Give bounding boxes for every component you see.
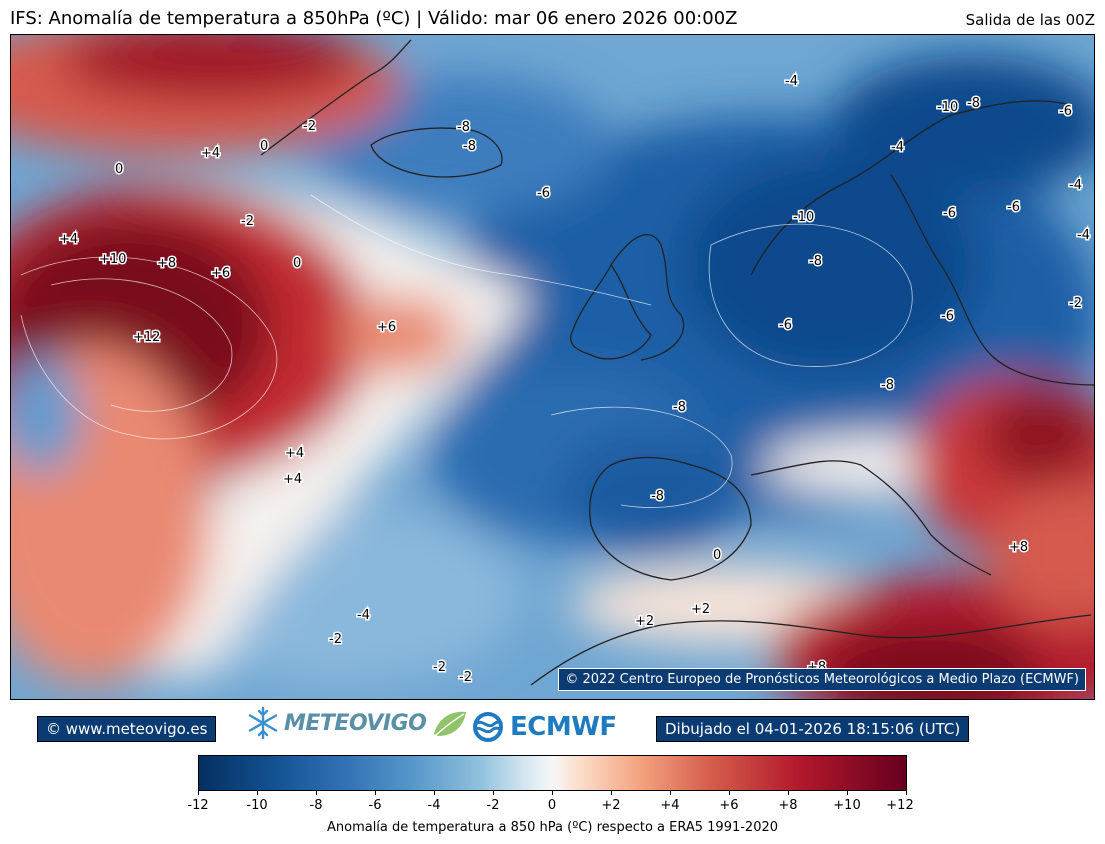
contour-label: -2 [329, 632, 342, 647]
contour-label: -8 [651, 489, 664, 504]
contour-label: -6 [537, 186, 550, 201]
colorbar-tick-label: +8 [778, 798, 798, 813]
ecmwf-logo: ECMWF [470, 712, 617, 742]
contour-label: -4 [785, 74, 798, 89]
contour-label: -10 [937, 100, 958, 115]
snowflake-icon [248, 706, 278, 740]
colorbar-tick [316, 791, 317, 795]
contour-label: 0 [293, 256, 301, 271]
contour-label: +4 [59, 232, 78, 247]
contour-label: -8 [809, 254, 822, 269]
colorbar-tick [198, 791, 199, 795]
contour-label: -6 [943, 206, 956, 221]
copyright-notice: © 2022 Centro Europeo de Pronósticos Met… [558, 668, 1086, 691]
colorbar-tick-label: +2 [601, 798, 621, 813]
meteovigo-logo: METEOVIGO [248, 706, 468, 740]
colorbar [198, 755, 907, 791]
contour-label: -2 [303, 119, 316, 134]
contour-lines [20, 194, 913, 508]
colorbar-tick-label: -12 [187, 798, 209, 813]
colorbar-tick [257, 791, 258, 795]
colorbar-tick [434, 791, 435, 795]
contour-label: -10 [793, 210, 814, 225]
contour-label: -8 [881, 378, 894, 393]
colorbar-tick [670, 791, 671, 795]
contour-label: +6 [377, 320, 396, 335]
colorbar-tick-label: -6 [368, 798, 382, 813]
colorbar-tick [788, 791, 789, 795]
colorbar-tick [847, 791, 848, 795]
contour-label: -8 [463, 139, 476, 154]
colorbar-tick-label: -10 [246, 798, 268, 813]
colorbar-tick [493, 791, 494, 795]
contour-label: +4 [201, 146, 220, 161]
contour-label: -2 [459, 670, 472, 685]
drawn-timestamp: Dibujado el 04-01-2026 18:15:06 (UTC) [656, 716, 970, 742]
contour-label: 0 [713, 548, 721, 563]
colorbar-tick-label: -4 [427, 798, 441, 813]
contour-label: -8 [457, 120, 470, 135]
iberia-coast [589, 456, 752, 581]
contour-label: +2 [635, 614, 654, 629]
colorbar-tick [552, 791, 553, 795]
colorbar-tick-label: +6 [719, 798, 739, 813]
map-canvas: -8 -8 -2 0 +4 0 -6 -4 -10 -8 -6 -4 -4 -6… [11, 35, 1094, 699]
colorbar-tick [906, 791, 907, 795]
contour-label: -6 [1059, 104, 1072, 119]
contour-label: +6 [211, 266, 230, 281]
contour-label: -4 [357, 608, 370, 623]
contour-label: -2 [1069, 296, 1082, 311]
contour-label: -6 [941, 309, 954, 324]
contour-label: 0 [115, 162, 123, 177]
colorbar-tick-label: +4 [660, 798, 680, 813]
contour-label: -8 [967, 96, 980, 111]
colorbar-tick-label: +12 [886, 798, 914, 813]
colorbar-ticks: -12 -10 -8 -6 -4 -2 0 +2 +4 +6 +8 +10 +1… [187, 791, 914, 813]
colorbar-tick-label: 0 [547, 798, 557, 813]
run-label: Salida de las 00Z [965, 11, 1095, 29]
colorbar-tick-label: -8 [309, 798, 323, 813]
contour-label: -2 [241, 214, 254, 229]
colorbar-tick [729, 791, 730, 795]
contour-label: -2 [433, 660, 446, 675]
contour-label: -4 [1077, 228, 1090, 243]
colorbar-tick [611, 791, 612, 795]
contour-label: -4 [1069, 178, 1082, 193]
colorbar-tick-label: +10 [833, 798, 861, 813]
contour-labels: -8 -8 -2 0 +4 0 -6 -4 -10 -8 -6 -4 -4 -6… [58, 73, 1092, 687]
anomaly-map: -8 -8 -2 0 +4 0 -6 -4 -10 -8 -6 -4 -4 -6… [10, 34, 1095, 700]
contour-label: -4 [891, 140, 904, 155]
colorbar-label: Anomalía de temperatura a 850 hPa (ºC) r… [326, 820, 779, 835]
colorbar-tick [375, 791, 376, 795]
contour-label: -8 [673, 400, 686, 415]
contour-label: -6 [1007, 200, 1020, 215]
contour-label: +4 [283, 472, 302, 487]
contour-label: +12 [133, 330, 160, 345]
leaf-icon [434, 711, 467, 736]
contour-label: 0 [260, 139, 268, 154]
coastlines [260, 39, 1094, 686]
map-title: IFS: Anomalía de temperatura a 850hPa (º… [10, 8, 738, 29]
iceland-coast [370, 127, 503, 178]
contour-label: +8 [157, 256, 176, 271]
contour-label: +10 [99, 252, 126, 267]
anomaly-field [11, 35, 1094, 699]
ireland-coast [570, 263, 652, 360]
site-link[interactable]: © www.meteovigo.es [37, 716, 217, 742]
ecmwf-wordmark: ECMWF [510, 712, 617, 742]
colorbar-tick-label: -2 [486, 798, 500, 813]
meteovigo-wordmark: METEOVIGO [284, 710, 427, 736]
contour-label: -6 [779, 318, 792, 333]
contour-label: +2 [691, 602, 710, 617]
ecmwf-logo-icon [472, 712, 504, 742]
contour-label: +8 [1009, 540, 1028, 555]
contour-label: +4 [285, 446, 304, 461]
